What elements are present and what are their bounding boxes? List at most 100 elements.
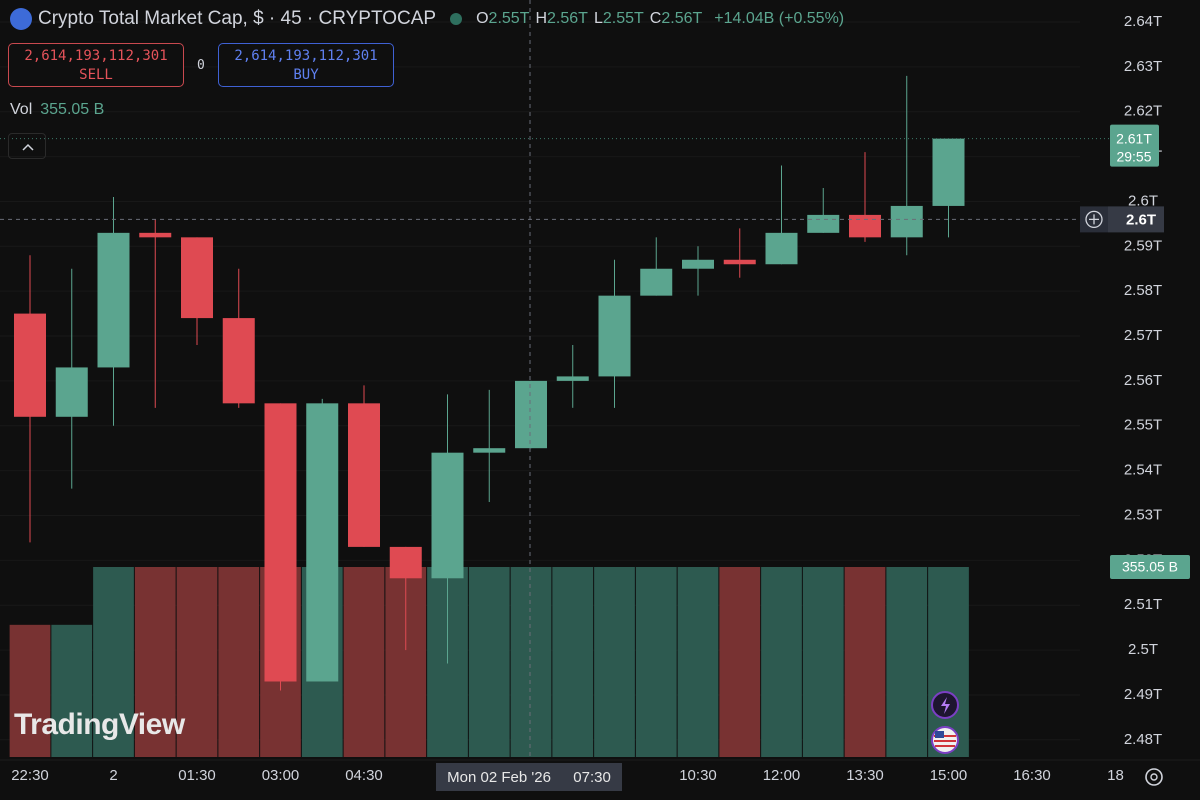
symbol-title[interactable]: Crypto Total Market Cap, $ · 45 · CRYPTO… [38,8,437,29]
candle-body [306,403,339,682]
ohlc-value: 2.56T [661,10,703,27]
candle-body [348,403,380,547]
ohlc-item: C2.56T [650,10,702,28]
ohlc-legend: O2.55T H2.56T L2.55T C2.56T [476,10,708,28]
y-tick-label: 2.56T [1124,372,1162,389]
volume-bar [51,624,93,757]
ohlc-value: 2.55T [488,10,530,27]
ohlc-value: 2.56T [547,10,588,27]
ohlc-key: O [476,10,489,27]
market-status [450,13,463,25]
price-change: +14.04B (+0.55%) [714,10,845,27]
volume-value: 355.05 B [40,101,105,118]
volume-legend: Vol 355.05 B [10,101,104,119]
x-tick-label: 10:30 [679,767,717,784]
alert-bolt [941,697,950,714]
volume-bar [802,567,844,757]
sell-price: 2,614,193,112,301 [24,48,168,64]
candle-body [640,268,673,296]
symbol-logo [10,8,32,30]
candle-body [932,138,965,206]
sell-button[interactable]: 2,614,193,112,301 SELL [8,43,184,87]
y-tick-label: 2.57T [1124,327,1162,344]
collapse-button[interactable] [8,133,46,159]
volume-bar [510,567,552,757]
candle-body [807,214,840,233]
candle-body [55,367,88,417]
candle-body [849,214,881,238]
candle-body [97,232,130,368]
candle-body [14,313,46,417]
volume-badge-label: 355.05 B [1122,559,1178,575]
candle-body [389,546,422,579]
candle-body [890,205,923,238]
candle-body [473,448,506,453]
last-price-label: 2.61T [1116,130,1152,146]
volume-bar [552,567,594,757]
volume-bar [343,567,385,757]
y-tick-label: 2.62T [1124,103,1162,120]
x-tick-label: 01:30 [178,767,216,784]
volume-bar [761,567,802,757]
volume-bar [886,567,928,757]
volume-bar [218,567,260,757]
ohlc-key: L [593,10,603,27]
candle-body [598,295,631,377]
candle-body [222,318,255,404]
ohlc-item: H2.56T [535,10,587,28]
volume-bar [719,567,761,757]
crosshair-time: Mon 02 Feb '26 07:30 [436,763,622,791]
y-tick-label: 2.55T [1124,417,1162,434]
collapse-icon [22,143,34,151]
ohlc-key: H [535,10,548,27]
volume-bar [594,567,635,757]
symbol-header: Crypto Total Market Cap, $ · 45 · CRYPTO… [10,8,844,30]
volume-bar [677,567,719,757]
crosshair-date: Mon 02 Feb '26 [447,768,551,786]
buy-label: BUY [293,67,319,83]
candle-body [515,380,547,449]
y-tick-label: 2.49T [1124,686,1162,703]
x-tick-label: 03:00 [262,767,300,784]
last-price-badge [1110,124,1159,167]
crosshair-price-label: 2.6T [1126,211,1156,228]
candle-body [723,259,756,265]
volume-bar [134,567,176,757]
y-tick-label: 2.5T [1128,641,1158,658]
candle-body [181,237,213,319]
ohlc-item: O2.55T [476,10,529,28]
x-tick-label: 15:00 [930,767,968,784]
countdown: 29:55 [1116,148,1151,164]
volume-badge [1110,555,1190,580]
buy-button[interactable]: 2,614,193,112,301 BUY [218,43,394,87]
add-icon-plus [1089,214,1099,225]
y-tick-label: 2.64T [1124,13,1162,30]
buy-price: 2,614,193,112,301 [234,48,378,64]
candle-body [264,403,297,682]
volume-bar [176,567,218,757]
add-icon [1085,210,1103,229]
x-tick-label: 04:30 [345,767,383,784]
y-tick-label: 2.51T [1124,596,1162,613]
candle-body [765,232,798,265]
volume-bar [93,567,134,757]
y-tick-label: 2.54T [1124,462,1162,479]
crosshair-clock: 07:30 [573,768,611,786]
x-tick-label: 16:30 [1013,767,1051,784]
x-tick-label: 22:30 [11,767,49,784]
x-tick-label: 2 [109,767,117,784]
y-tick-label: 2.63T [1124,58,1162,75]
volume-bar [928,567,969,757]
candle-body [139,232,172,238]
sell-label: SELL [79,67,113,83]
x-tick-label: 18 [1107,767,1124,784]
y-tick-label: 2.53T [1124,506,1162,523]
ohlc-item: L2.55T [594,10,644,28]
watermark: TradingView [14,708,185,741]
volume-layer [9,567,969,757]
volume-bar [844,567,886,757]
ohlc-key: C [649,10,662,27]
settings-icon-core [1150,773,1158,781]
